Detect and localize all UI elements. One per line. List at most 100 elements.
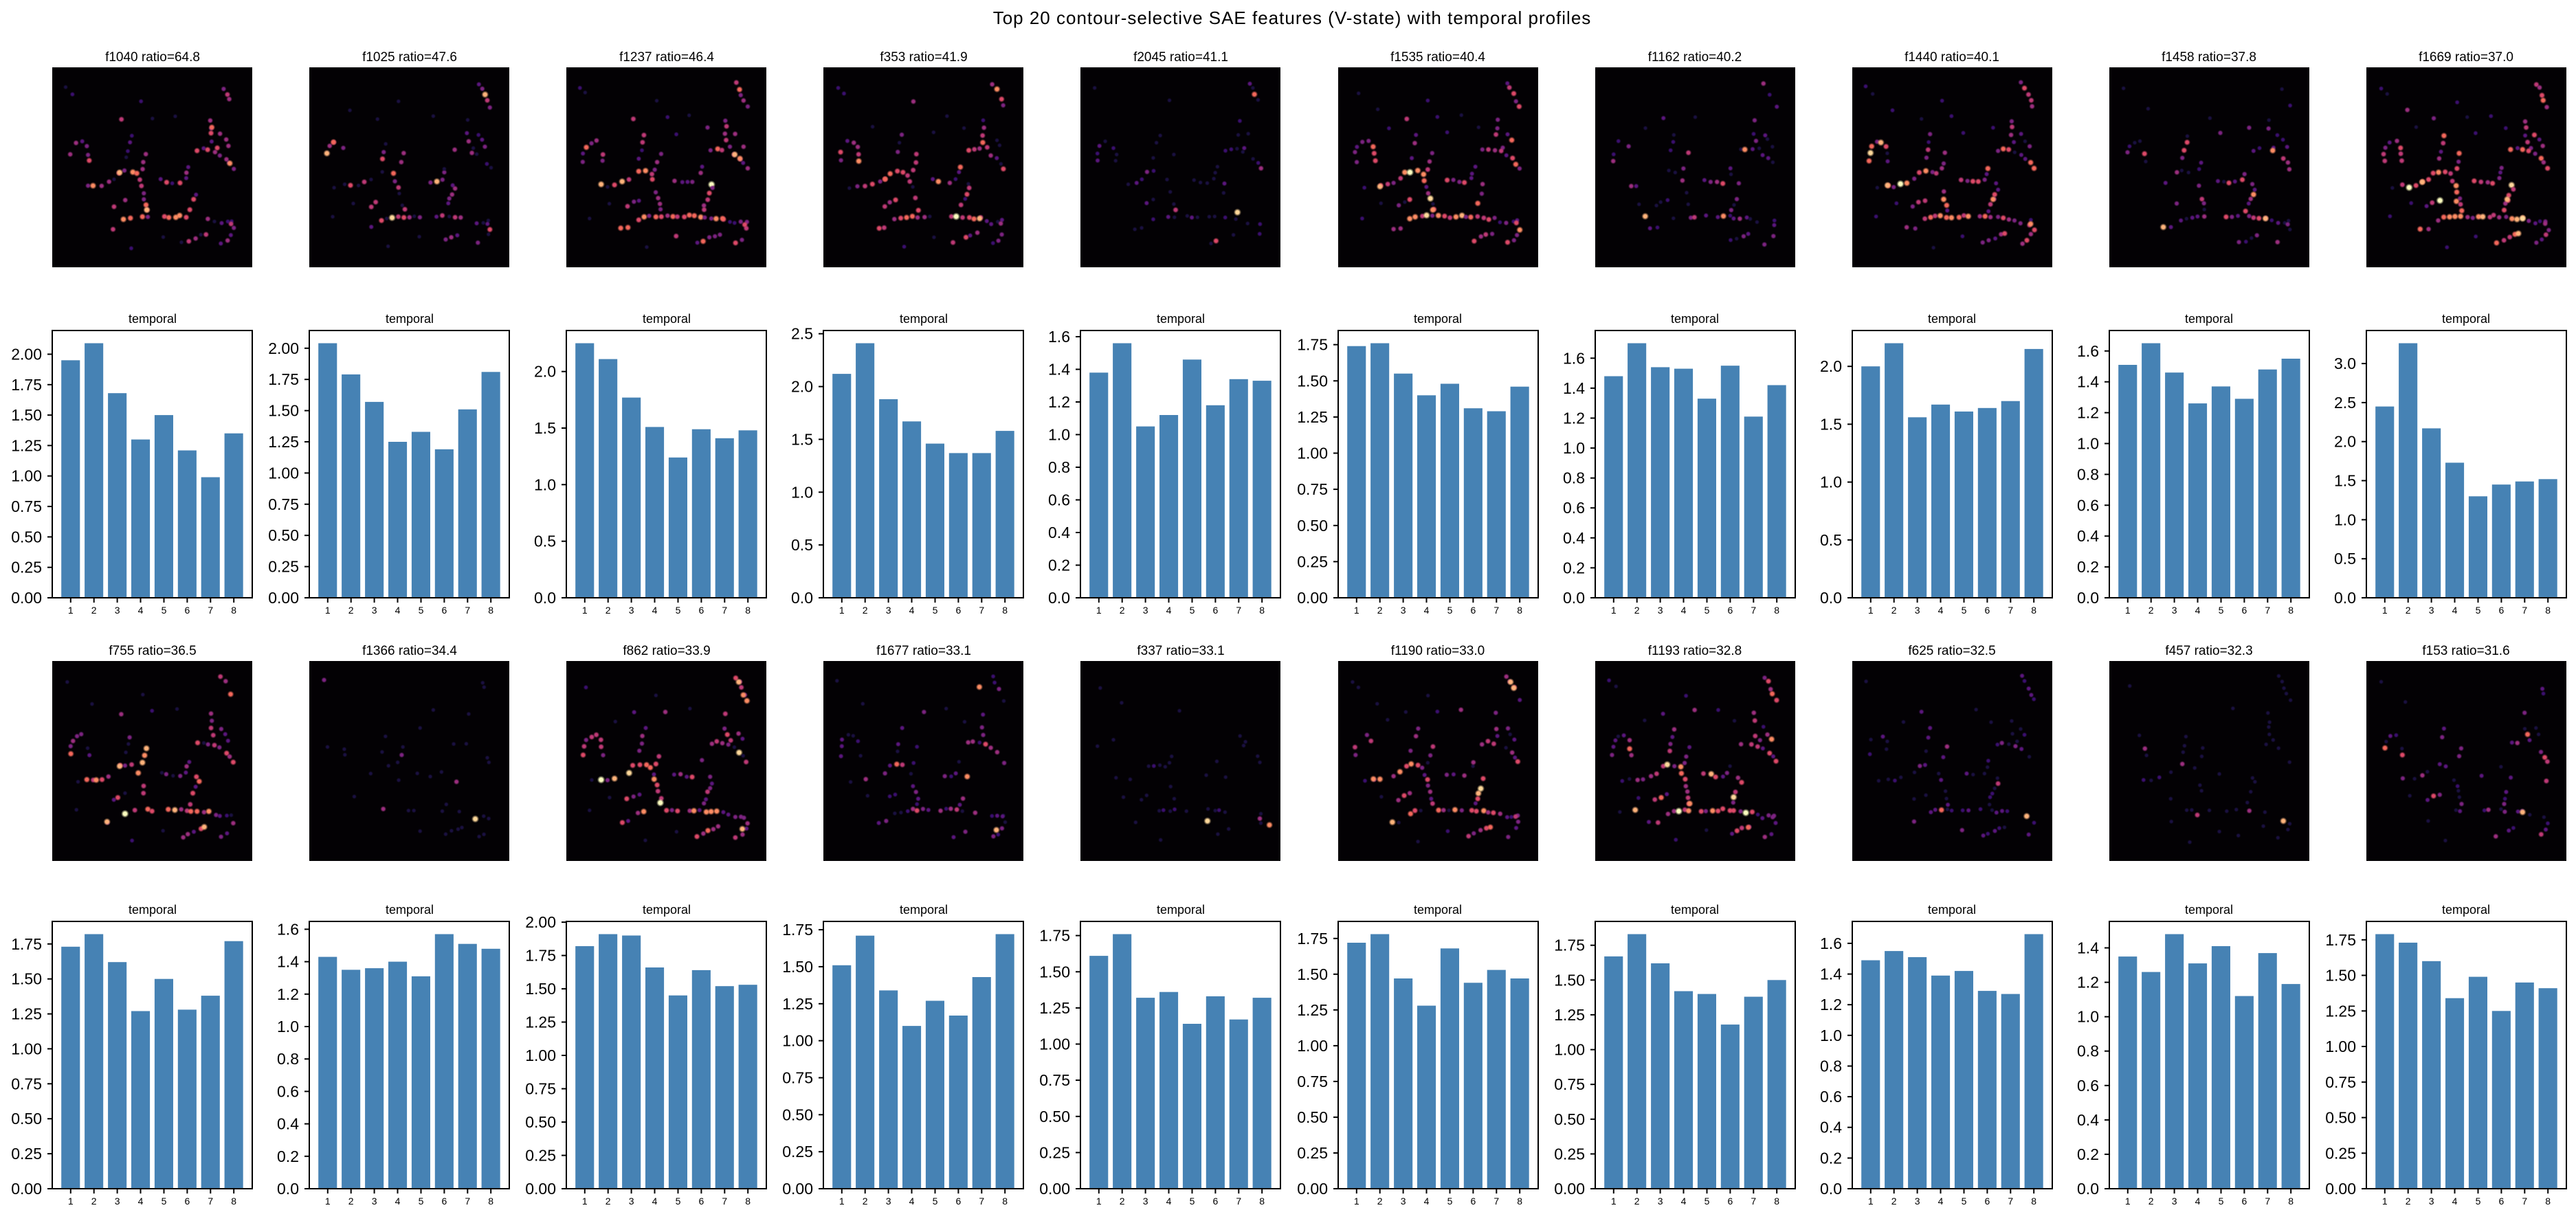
svg-text:1.4: 1.4 (1048, 361, 1070, 379)
svg-text:1.25: 1.25 (782, 995, 813, 1013)
svg-text:2.0: 2.0 (791, 378, 813, 396)
svg-text:temporal: temporal (643, 903, 691, 917)
svg-text:2: 2 (2406, 605, 2411, 616)
svg-text:1.5: 1.5 (534, 419, 556, 437)
svg-text:1: 1 (582, 605, 588, 616)
svg-text:1: 1 (325, 1196, 331, 1207)
svg-text:6: 6 (1213, 1196, 1219, 1207)
svg-text:5: 5 (162, 605, 167, 616)
svg-text:2: 2 (1891, 1196, 1897, 1207)
svg-text:5: 5 (1447, 1196, 1453, 1207)
svg-text:f1669 ratio=37.0: f1669 ratio=37.0 (2419, 50, 2513, 65)
svg-text:1.0: 1.0 (2077, 435, 2099, 453)
svg-text:3: 3 (372, 1196, 377, 1207)
svg-text:temporal: temporal (1928, 312, 1976, 326)
svg-text:6: 6 (699, 1196, 704, 1207)
svg-text:1.00: 1.00 (782, 1032, 813, 1050)
svg-text:3: 3 (1658, 605, 1663, 616)
svg-text:0.00: 0.00 (11, 589, 42, 607)
svg-text:7: 7 (1751, 1196, 1756, 1207)
svg-text:1.25: 1.25 (11, 1005, 42, 1023)
svg-text:0.6: 0.6 (2077, 496, 2099, 514)
svg-text:f625 ratio=32.5: f625 ratio=32.5 (1908, 644, 1995, 658)
svg-text:5: 5 (419, 1196, 424, 1207)
svg-text:7: 7 (1494, 1196, 1499, 1207)
svg-text:1.75: 1.75 (1554, 937, 1585, 954)
svg-text:1: 1 (2125, 605, 2131, 616)
svg-text:2: 2 (91, 1196, 97, 1207)
svg-text:5: 5 (1705, 1196, 1710, 1207)
svg-text:4: 4 (1424, 605, 1430, 616)
svg-text:1.25: 1.25 (268, 433, 299, 451)
svg-text:2: 2 (2406, 1196, 2411, 1207)
svg-text:0.6: 0.6 (277, 1082, 299, 1100)
svg-text:6: 6 (2242, 1196, 2247, 1207)
svg-text:8: 8 (745, 605, 751, 616)
svg-text:temporal: temporal (1157, 903, 1205, 917)
svg-text:4: 4 (395, 605, 401, 616)
svg-text:0.50: 0.50 (268, 526, 299, 544)
svg-text:8: 8 (1002, 1196, 1008, 1207)
svg-text:1.6: 1.6 (2077, 342, 2099, 360)
svg-text:7: 7 (2522, 605, 2527, 616)
svg-text:3: 3 (1143, 1196, 1148, 1207)
svg-text:1.50: 1.50 (1039, 963, 1070, 981)
svg-text:1.2: 1.2 (1048, 393, 1070, 411)
svg-text:1.5: 1.5 (791, 430, 813, 448)
svg-text:1.0: 1.0 (2334, 511, 2356, 528)
svg-text:4: 4 (138, 605, 144, 616)
svg-text:4: 4 (909, 1196, 915, 1207)
svg-text:3: 3 (1401, 605, 1406, 616)
svg-text:2.00: 2.00 (268, 339, 299, 357)
svg-text:1.50: 1.50 (2325, 967, 2356, 985)
svg-text:0.50: 0.50 (2325, 1109, 2356, 1127)
svg-text:1.75: 1.75 (11, 376, 42, 394)
svg-text:temporal: temporal (2442, 312, 2490, 326)
svg-text:1.75: 1.75 (268, 370, 299, 388)
svg-text:4: 4 (1681, 1196, 1687, 1207)
svg-text:1: 1 (1611, 605, 1617, 616)
svg-text:5: 5 (1962, 1196, 1967, 1207)
svg-text:8: 8 (2031, 605, 2036, 616)
svg-text:1: 1 (2125, 1196, 2131, 1207)
svg-text:1.00: 1.00 (1297, 1037, 1328, 1055)
svg-text:6: 6 (1213, 605, 1219, 616)
svg-text:1.0: 1.0 (1820, 1027, 1842, 1044)
svg-text:6: 6 (1728, 1196, 1733, 1207)
svg-text:6: 6 (956, 605, 962, 616)
svg-text:4: 4 (1681, 605, 1687, 616)
svg-text:0.75: 0.75 (1039, 1071, 1070, 1089)
svg-text:3: 3 (629, 605, 634, 616)
svg-text:temporal: temporal (2442, 903, 2490, 917)
svg-text:8: 8 (2545, 605, 2551, 616)
svg-text:f353 ratio=41.9: f353 ratio=41.9 (880, 50, 967, 65)
svg-text:0.2: 0.2 (1563, 559, 1585, 576)
svg-text:0.0: 0.0 (1048, 589, 1070, 607)
svg-text:1.6: 1.6 (277, 920, 299, 938)
svg-text:1.00: 1.00 (1297, 445, 1328, 462)
svg-text:1.2: 1.2 (277, 985, 299, 1003)
svg-text:temporal: temporal (129, 312, 177, 326)
svg-text:0.25: 0.25 (268, 558, 299, 576)
svg-text:4: 4 (652, 605, 658, 616)
svg-text:2.5: 2.5 (2334, 394, 2356, 412)
svg-text:2: 2 (1634, 1196, 1640, 1207)
svg-text:1.50: 1.50 (11, 970, 42, 988)
svg-text:2: 2 (1634, 605, 1640, 616)
svg-text:f2045 ratio=41.1: f2045 ratio=41.1 (1133, 50, 1228, 65)
svg-text:temporal: temporal (643, 312, 691, 326)
svg-text:0.0: 0.0 (1563, 589, 1585, 607)
svg-text:8: 8 (1517, 1196, 1522, 1207)
svg-text:0.2: 0.2 (2077, 558, 2099, 576)
svg-text:5: 5 (1962, 605, 1967, 616)
svg-text:1.00: 1.00 (11, 1040, 42, 1057)
svg-text:1.75: 1.75 (1297, 930, 1328, 948)
svg-text:4: 4 (1424, 1196, 1430, 1207)
svg-text:f1025 ratio=47.6: f1025 ratio=47.6 (362, 50, 457, 65)
svg-text:2.0: 2.0 (1820, 357, 1842, 375)
svg-text:3: 3 (372, 605, 377, 616)
svg-text:1: 1 (1868, 605, 1874, 616)
svg-text:2: 2 (2148, 605, 2154, 616)
svg-text:0.50: 0.50 (1554, 1110, 1585, 1128)
svg-text:1.0: 1.0 (2077, 1008, 2099, 1026)
